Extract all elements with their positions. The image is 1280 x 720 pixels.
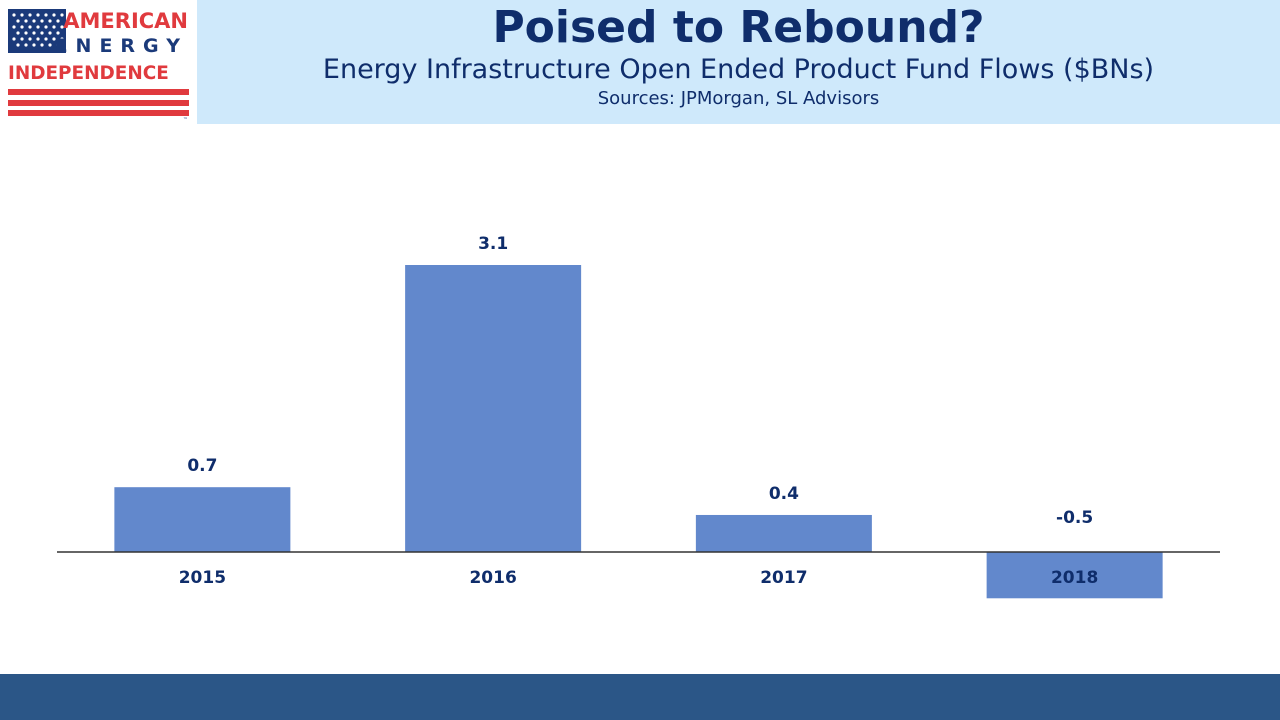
bar-2018 — [986, 552, 1163, 599]
data-label-2016: 3.1 — [478, 234, 508, 254]
american-energy-independence-logo: AMERICAN ENERGY INDEPENDENCE ™ — [8, 9, 189, 123]
bar-2015 — [114, 487, 291, 552]
logo-trademark: ™ — [183, 117, 188, 123]
logo-line-energy: ENERGY — [55, 35, 188, 57]
bar-2017 — [695, 514, 872, 552]
logo-stripe — [8, 100, 189, 106]
chart-subtitle: Energy Infrastructure Open Ended Product… — [322, 54, 1155, 85]
category-label-2017: 2017 — [760, 568, 807, 588]
bars-group — [114, 265, 1163, 599]
flag-stars — [12, 13, 64, 47]
logo-line-american: AMERICAN — [63, 9, 188, 33]
category-label-2016: 2016 — [469, 568, 516, 588]
category-label-2015: 2015 — [179, 568, 226, 588]
footer-bar — [0, 674, 1280, 720]
category-label-2018: 2018 — [1051, 568, 1098, 588]
header-banner: Poised to Rebound? Energy Infrastructure… — [197, 0, 1280, 124]
data-label-2018: -0.5 — [1056, 508, 1093, 528]
labels-group: 0.7 2015 3.1 2016 0.4 2017 -0.5 2018 — [179, 234, 1099, 588]
fund-flows-bar-chart: 0.7 2015 3.1 2016 0.4 2017 -0.5 2018 — [57, 234, 1220, 599]
logo-stripe — [8, 110, 189, 116]
sources-note: Sources: JPMorgan, SL Advisors — [597, 88, 880, 109]
page-title: Poised to Rebound? — [492, 2, 985, 53]
logo: AMERICAN ENERGY INDEPENDENCE ™ — [0, 0, 197, 124]
logo-stripe — [8, 89, 189, 95]
data-label-2017: 0.4 — [769, 484, 799, 504]
bar-2016 — [405, 265, 582, 552]
data-label-2015: 0.7 — [187, 456, 217, 476]
logo-line-independence: INDEPENDENCE — [8, 63, 169, 84]
